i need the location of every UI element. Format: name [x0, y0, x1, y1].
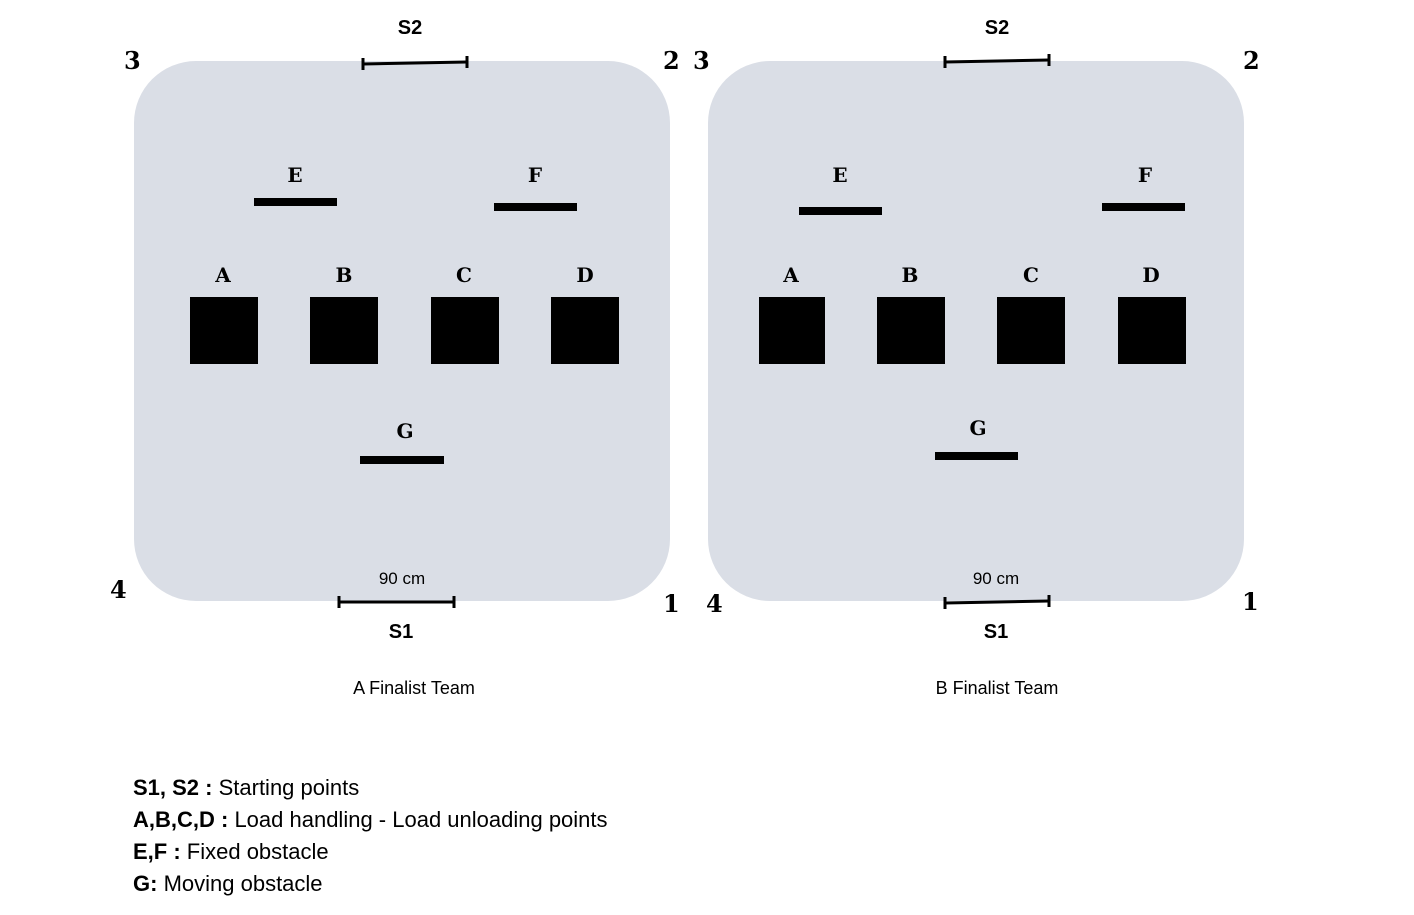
load-point-b-label: B	[901, 263, 919, 287]
field-caption-a: A Finalist Team	[353, 678, 475, 698]
dimension-label: 90 cm	[972, 569, 1020, 588]
load-point-d	[551, 297, 619, 364]
obstacle-f-label: F	[527, 163, 543, 187]
start-point-s2-label: S2	[397, 17, 423, 39]
legend-item: S1, S2 : Starting points	[133, 772, 608, 804]
corner-3-label: 3	[693, 46, 710, 75]
load-point-b	[310, 297, 378, 364]
load-point-c	[431, 297, 499, 364]
obstacle-f	[1102, 203, 1185, 211]
obstacle-e	[799, 207, 882, 215]
load-point-a-label: A	[215, 263, 231, 287]
start-line-s2	[943, 54, 1051, 68]
start-point-s2-label: S2	[984, 17, 1010, 39]
load-point-d-label: D	[576, 263, 594, 287]
start-line-s1	[943, 595, 1051, 609]
legend-key: E,F :	[133, 839, 181, 864]
obstacle-f-label: F	[1137, 163, 1153, 187]
load-point-c-label: C	[456, 263, 472, 287]
load-point-b	[877, 297, 945, 364]
obstacle-g-label: G	[396, 419, 414, 443]
start-line-s1	[337, 596, 456, 608]
corner-2-label: 2	[663, 46, 680, 75]
legend-text: Load handling - Load unloading points	[228, 807, 608, 832]
load-point-a	[759, 297, 825, 364]
load-point-d-label: D	[1142, 263, 1160, 287]
load-point-c-label: C	[1023, 263, 1039, 287]
start-line-s2	[361, 56, 469, 70]
start-point-s1-label: S1	[983, 621, 1009, 643]
corner-4-label: 4	[110, 575, 127, 604]
legend-key: S1, S2 :	[133, 775, 213, 800]
legend-text: Moving obstacle	[157, 871, 323, 896]
legend-key: A,B,C,D :	[133, 807, 229, 832]
obstacle-g	[360, 456, 444, 464]
corner-1-label: 1	[1242, 587, 1259, 616]
dimension-label: 90 cm	[378, 569, 426, 588]
legend: S1, S2 : Starting points A,B,C,D : Load …	[133, 772, 608, 900]
legend-item: G: Moving obstacle	[133, 868, 608, 900]
corner-2-label: 2	[1243, 46, 1260, 75]
legend-text: Starting points	[212, 775, 360, 800]
obstacle-f	[494, 203, 577, 211]
start-point-s1-label: S1	[388, 621, 414, 643]
legend-text: Fixed obstacle	[180, 839, 329, 864]
load-point-b-label: B	[335, 263, 353, 287]
corner-1-label: 1	[663, 589, 680, 618]
load-point-a-label: A	[783, 263, 799, 287]
legend-key: G:	[133, 871, 158, 896]
corner-4-label: 4	[706, 589, 723, 618]
legend-item: A,B,C,D : Load handling - Load unloading…	[133, 804, 608, 836]
load-point-c	[997, 297, 1065, 364]
field-caption-b: B Finalist Team	[935, 678, 1059, 698]
load-point-a	[190, 297, 258, 364]
obstacle-e	[254, 198, 337, 206]
legend-item: E,F : Fixed obstacle	[133, 836, 608, 868]
obstacle-g-label: G	[969, 416, 987, 440]
corner-3-label: 3	[124, 46, 141, 75]
obstacle-g	[935, 452, 1018, 460]
obstacle-e-label: E	[287, 163, 303, 187]
obstacle-e-label: E	[832, 163, 848, 187]
load-point-d	[1118, 297, 1186, 364]
